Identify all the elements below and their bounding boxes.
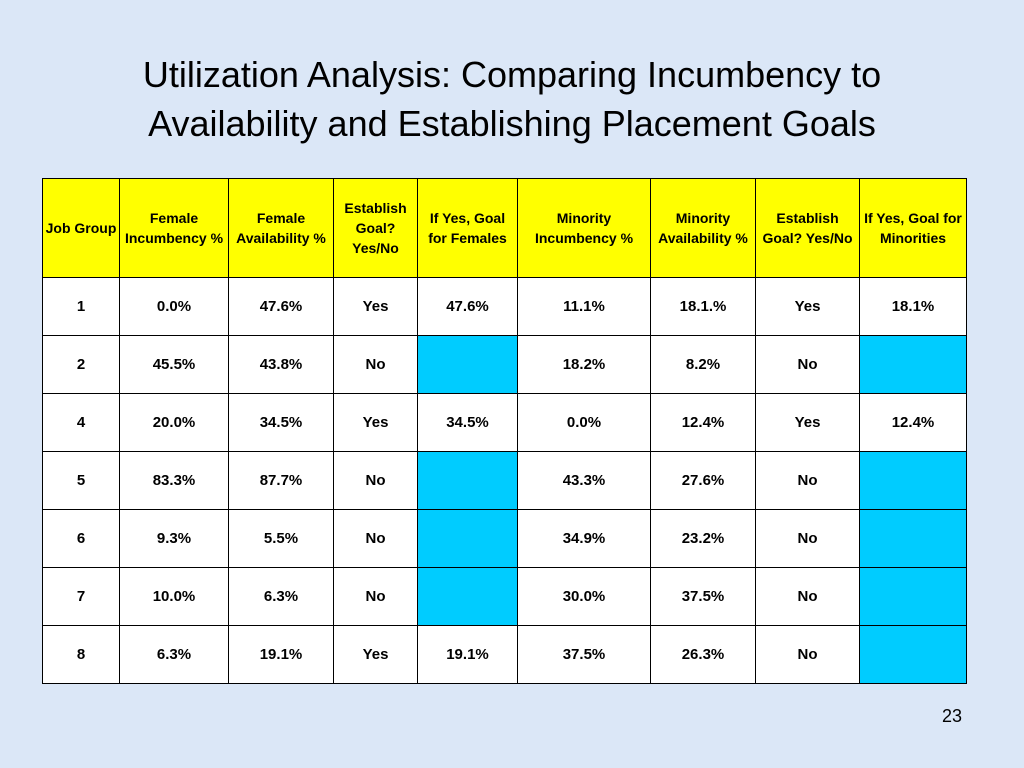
table-cell-female-establish-goal: No [333,509,418,568]
table-cell-minority-goal: 12.4% [859,393,967,452]
table-cell-job-group: 4 [42,393,120,452]
table-cell-female-incumbency: 83.3% [119,451,229,510]
table-cell-female-incumbency: 20.0% [119,393,229,452]
table-cell-minority-establish-goal: No [755,509,860,568]
table-cell-female-establish-goal: Yes [333,277,418,336]
table-cell-female-incumbency: 10.0% [119,567,229,626]
table-cell-minority-goal [859,335,967,394]
table-cell-minority-incumbency: 37.5% [517,625,651,684]
header-row: Job Group Female Incumbency % Female Avail… [42,178,967,278]
table-cell-minority-establish-goal: Yes [755,393,860,452]
table-cell-minority-establish-goal: No [755,567,860,626]
table-cell-female-goal: 34.5% [417,393,518,452]
table-cell-female-goal: 19.1% [417,625,518,684]
table-cell-minority-availability: 27.6% [650,451,756,510]
table-cell-minority-establish-goal: No [755,625,860,684]
table-cell-female-incumbency: 9.3% [119,509,229,568]
table-cell-job-group: 6 [42,509,120,568]
table-row: 4 20.0% 34.5% Yes 34.5% 0.0% 12.4% Yes 12.4% [42,393,967,452]
table-cell-female-establish-goal: No [333,451,418,510]
table-cell-job-group: 2 [42,335,120,394]
table-cell-minority-availability: 26.3% [650,625,756,684]
column-header-minority-goal: If Yes, Goal for Minorities [859,178,967,278]
table-cell-job-group: 1 [42,277,120,336]
table-cell-female-incumbency: 45.5% [119,335,229,394]
table-cell-minority-availability: 18.1.% [650,277,756,336]
table-cell-minority-incumbency: 18.2% [517,335,651,394]
column-header-female-incumbency: Female Incumbency % [119,178,229,278]
table-cell-job-group: 8 [42,625,120,684]
table-cell-minority-incumbency: 34.9% [517,509,651,568]
table-cell-female-availability: 43.8% [228,335,334,394]
table-cell-female-availability: 6.3% [228,567,334,626]
table-cell-minority-establish-goal: No [755,451,860,510]
table-cell-minority-availability: 8.2% [650,335,756,394]
page-number: 23 [941,706,962,726]
table-cell-job-group: 5 [42,451,120,510]
table-cell-female-goal [417,335,518,394]
table-row: 2 45.5% 43.8% No 18.2% 8.2% No [42,335,967,394]
table-cell-job-group: 7 [42,567,120,626]
table-cell-minority-establish-goal: Yes [755,277,860,336]
utilization-table: Job Group Female Incumbency % Female Avail… [42,178,967,684]
column-header-minority-establish-goal: Establish Goal? Yes/No [755,178,860,278]
table-cell-female-availability: 34.5% [228,393,334,452]
slide-title-line-1: Utilization Analysis: Comparing Incumben… [142,54,882,95]
table-cell-female-goal [417,567,518,626]
table-cell-female-establish-goal: No [333,335,418,394]
table-row: 7 10.0% 6.3% No 30.0% 37.5% No [42,567,967,626]
column-header-female-establish-goal: Establish Goal? Yes/No [333,178,418,278]
table-cell-minority-establish-goal: No [755,335,860,394]
column-header-minority-incumbency: Minority Incumbency % [517,178,651,278]
table-cell-female-availability: 87.7% [228,451,334,510]
table-row: 6 9.3% 5.5% No 34.9% 23.2% No [42,509,967,568]
table-cell-female-incumbency: 6.3% [119,625,229,684]
column-header-female-goal: If Yes, Goal for Females [417,178,518,278]
table-cell-minority-goal: 18.1% [859,277,967,336]
table-header: Job Group Female Incumbency % Female Avail… [42,178,967,278]
table-cell-female-goal [417,509,518,568]
table-cell-female-availability: 47.6% [228,277,334,336]
table-cell-female-goal [417,451,518,510]
column-header-female-availability: Female Availability % [228,178,334,278]
table-cell-minority-availability: 23.2% [650,509,756,568]
slide-title: Utilization Analysis: Comparing Incumben… [0,50,1024,148]
column-header-job-group: Job Group [42,178,120,278]
table-cell-minority-incumbency: 30.0% [517,567,651,626]
table-cell-female-availability: 5.5% [228,509,334,568]
table-cell-female-establish-goal: Yes [333,625,418,684]
table-cell-female-incumbency: 0.0% [119,277,229,336]
table-cell-minority-goal [859,509,967,568]
table-cell-minority-goal [859,451,967,510]
table-cell-female-goal: 47.6% [417,277,518,336]
table-cell-female-availability: 19.1% [228,625,334,684]
table-cell-minority-availability: 37.5% [650,567,756,626]
table-cell-minority-incumbency: 43.3% [517,451,651,510]
slide-title-line-2: Availability and Establishing Placement … [148,103,876,144]
table-cell-minority-incumbency: 11.1% [517,277,651,336]
table-cell-female-establish-goal: Yes [333,393,418,452]
table-cell-minority-goal [859,625,967,684]
table-body: 1 0.0% 47.6% Yes 47.6% 11.1% 18.1.% Yes 18.1% 2 45… [42,277,967,684]
column-header-minority-availability: Minority Availability % [650,178,756,278]
table-cell-minority-incumbency: 0.0% [517,393,651,452]
table-row: 8 6.3% 19.1% Yes 19.1% 37.5% 26.3% No [42,625,967,684]
table-cell-female-establish-goal: No [333,567,418,626]
table-row: 5 83.3% 87.7% No 43.3% 27.6% No [42,451,967,510]
table-cell-minority-goal [859,567,967,626]
table-cell-minority-availability: 12.4% [650,393,756,452]
table-row: 1 0.0% 47.6% Yes 47.6% 11.1% 18.1.% Yes 18.1% [42,277,967,336]
